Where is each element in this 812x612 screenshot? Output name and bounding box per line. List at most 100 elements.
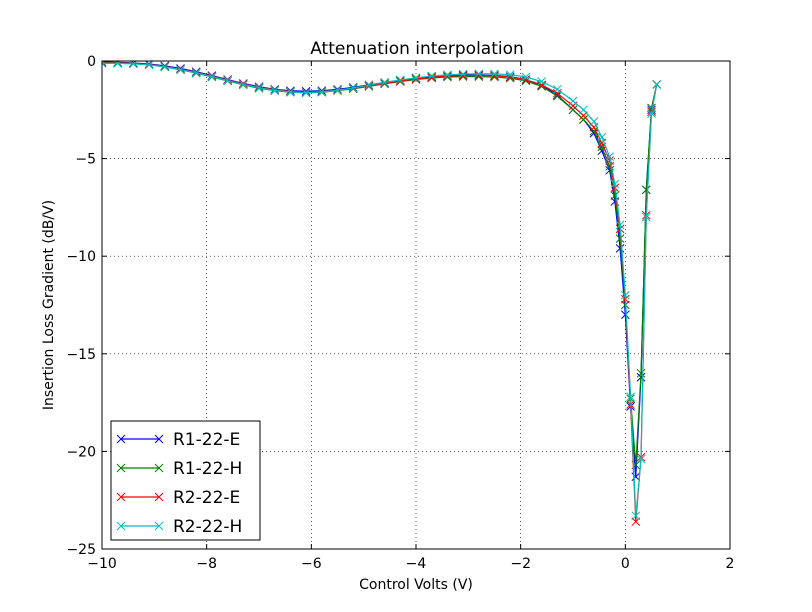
- legend-label: R2-22-H: [173, 517, 242, 537]
- data-point: [443, 71, 452, 81]
- legend-entry: R1-22-E: [116, 430, 240, 450]
- x-tick-label: −4: [406, 556, 427, 572]
- data-point: [474, 69, 484, 79]
- data-point: [641, 212, 651, 222]
- legend: R1-22-E R1-22-H R2-22-E R2-22-H: [110, 420, 261, 541]
- y-tick-label: −15: [66, 347, 96, 363]
- legend-marker: [154, 521, 164, 531]
- x-tick-label: −2: [510, 556, 531, 572]
- data-point: [626, 392, 635, 402]
- data-point: [605, 152, 614, 162]
- data-point: [317, 87, 327, 97]
- data-point: [505, 70, 515, 80]
- data-point: [286, 87, 295, 97]
- data-point: [521, 72, 531, 82]
- legend-label: R1-22-E: [173, 430, 240, 450]
- data-point: [474, 71, 484, 80]
- data-point: [636, 454, 646, 464]
- data-point: [631, 511, 641, 521]
- data-point: [490, 71, 499, 81]
- y-axis-title: Insertion Loss Gradient (dB/V): [41, 200, 57, 410]
- data-point: [641, 185, 651, 195]
- y-tick-label: −25: [66, 542, 96, 558]
- data-point: [144, 61, 154, 70]
- data-point: [615, 220, 625, 230]
- data-point: [458, 69, 468, 79]
- x-tick-label: −8: [196, 556, 217, 572]
- data-point: [610, 191, 620, 201]
- legend-marker: [116, 521, 126, 531]
- data-point: [458, 71, 468, 80]
- data-point: [160, 62, 170, 72]
- data-point: [652, 80, 662, 89]
- data-point: [411, 73, 421, 83]
- data-point: [579, 105, 588, 115]
- data-point: [286, 86, 295, 96]
- data-point: [113, 61, 123, 68]
- data-point: [380, 78, 389, 87]
- data-point: [238, 80, 248, 89]
- data-point: [552, 88, 562, 98]
- y-tick-label: 0: [87, 54, 96, 70]
- data-point: [102, 61, 107, 68]
- chart-title: Attenuation interpolation: [310, 39, 524, 59]
- data-point: [223, 76, 232, 85]
- data-point: [254, 83, 264, 93]
- x-tick-label: −10: [87, 556, 117, 572]
- legend-entry: R2-22-H: [116, 517, 242, 537]
- data-point: [207, 72, 217, 81]
- data-point: [395, 75, 405, 85]
- data-point: [427, 73, 437, 82]
- data-point: [568, 96, 578, 106]
- y-tick-label: −10: [66, 249, 96, 265]
- data-point: [270, 85, 280, 95]
- data-point: [301, 88, 311, 97]
- y-tick-label: −20: [66, 444, 96, 460]
- data-point: [301, 86, 311, 96]
- data-point: [636, 368, 646, 378]
- legend-marker: [116, 492, 126, 502]
- data-point: [380, 78, 389, 88]
- data-point: [395, 76, 405, 86]
- data-point: [579, 115, 588, 124]
- legend-marker: [116, 434, 126, 444]
- data-point: [364, 80, 374, 90]
- legend-box: [110, 420, 261, 541]
- ticks: −10 −8 −6 −4 −2 0 2−25−20−15−10−50: [66, 54, 734, 572]
- legend-label: R2-22-E: [173, 488, 240, 508]
- x-tick-label: −6: [301, 556, 322, 572]
- x-tick-label: 2: [726, 556, 735, 572]
- data-point: [610, 179, 620, 189]
- series-layer: [102, 61, 662, 527]
- data-point: [317, 86, 327, 96]
- x-axis-title: Control Volts (V): [359, 577, 473, 593]
- legend-marker: [116, 463, 126, 473]
- data-point: [605, 156, 614, 165]
- legend-marker: [154, 463, 164, 473]
- data-point: [427, 71, 437, 81]
- y-tick-label: −5: [75, 152, 96, 168]
- data-point: [589, 117, 599, 126]
- data-point: [568, 105, 578, 115]
- data-point: [552, 84, 562, 94]
- data-point: [333, 85, 342, 95]
- data-point: [490, 69, 499, 79]
- legend-label: R1-22-H: [173, 459, 242, 479]
- legend-marker: [154, 434, 164, 444]
- data-point: [348, 83, 358, 93]
- data-point: [191, 68, 201, 78]
- data-point: [597, 132, 607, 142]
- data-point: [333, 84, 342, 94]
- data-point: [615, 234, 625, 243]
- data-point: [176, 65, 185, 74]
- data-point: [620, 290, 630, 300]
- data-point: [552, 91, 562, 101]
- series-line: [102, 62, 658, 516]
- data-point: [537, 80, 546, 90]
- legend-marker: [154, 492, 164, 502]
- x-tick-label: 0: [621, 556, 630, 572]
- data-point: [443, 70, 452, 80]
- data-point: [647, 109, 656, 119]
- data-point: [176, 64, 185, 73]
- data-point: [537, 77, 546, 86]
